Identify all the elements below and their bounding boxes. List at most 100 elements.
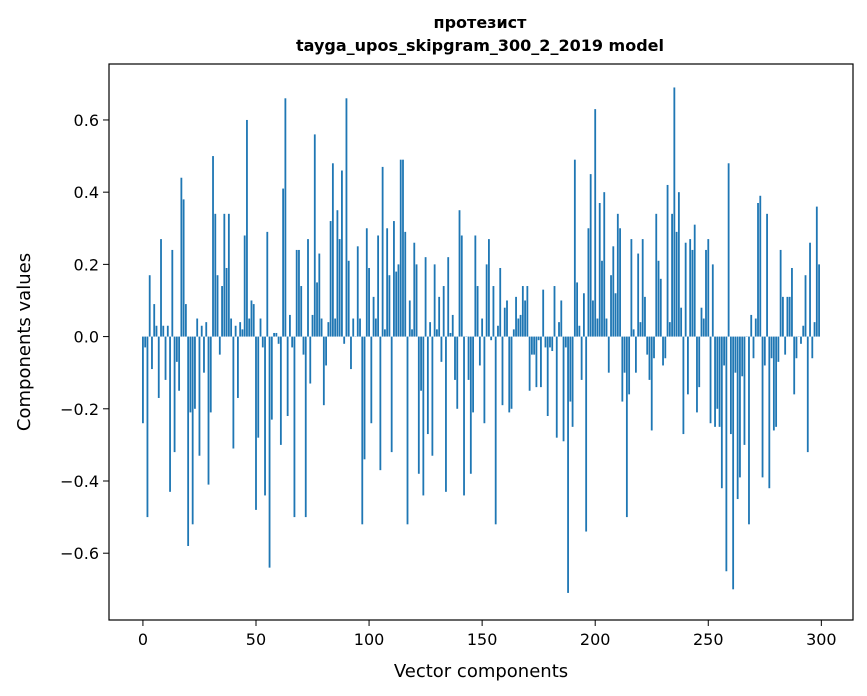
bar-230	[662, 336, 664, 366]
bar-136	[449, 332, 452, 337]
bar-89	[343, 336, 346, 344]
y-tick-label: −0.2	[60, 400, 99, 419]
bar-161	[506, 300, 508, 337]
bar-29	[207, 336, 210, 485]
bar-115	[402, 159, 404, 337]
bar-75	[311, 314, 314, 337]
bar-299	[818, 264, 820, 337]
bar-157	[497, 325, 499, 337]
bar-80	[322, 336, 325, 406]
y-tick-label: −0.6	[60, 544, 99, 563]
bar-272	[757, 203, 759, 337]
bar-278	[770, 336, 773, 359]
bar-43	[239, 322, 242, 337]
bar-165	[515, 296, 517, 337]
bar-85	[334, 318, 337, 337]
bar-64	[286, 336, 289, 417]
bar-285	[786, 296, 789, 337]
bar-12	[169, 336, 171, 492]
x-tick-label: 250	[693, 630, 724, 649]
bar-208	[612, 246, 615, 337]
bar-289	[795, 336, 798, 359]
bar-74	[309, 336, 312, 384]
bar-37	[225, 267, 228, 337]
bar-72	[304, 336, 307, 518]
bar-217	[632, 329, 635, 337]
bar-6	[155, 325, 158, 337]
bar-210	[616, 213, 619, 337]
bar-254	[716, 336, 719, 409]
bar-224	[648, 336, 651, 380]
bar-201	[596, 318, 599, 337]
bar-129	[433, 264, 436, 337]
x-tick-label: 200	[580, 630, 611, 649]
bar-264	[739, 336, 741, 478]
bar-140	[458, 210, 461, 337]
bar-121	[415, 264, 418, 337]
bar-50	[255, 336, 257, 510]
bar-68	[295, 249, 298, 337]
bar-295	[809, 242, 811, 337]
bar-273	[759, 195, 762, 337]
bar-9	[162, 325, 165, 337]
bar-198	[589, 174, 592, 337]
bar-61	[279, 336, 282, 445]
bar-57	[270, 336, 273, 420]
bar-30	[209, 336, 212, 413]
bar-24	[196, 318, 199, 337]
bar-132	[440, 336, 443, 362]
bar-213	[623, 336, 626, 373]
bar-16	[178, 336, 181, 391]
bar-225	[650, 336, 653, 431]
bar-3	[148, 275, 151, 337]
bar-283	[781, 296, 784, 337]
bar-236	[675, 231, 678, 337]
bar-66	[291, 336, 294, 348]
bar-196	[585, 336, 588, 532]
bar-296	[811, 336, 814, 359]
y-tick-label: 0.4	[74, 183, 99, 202]
bar-22	[191, 336, 194, 525]
bar-248	[702, 318, 705, 337]
bar-23	[194, 336, 196, 409]
bar-98	[363, 336, 366, 460]
bar-243	[691, 249, 694, 337]
bar-179	[546, 336, 549, 417]
bar-27	[203, 336, 205, 373]
bar-153	[488, 239, 490, 337]
bar-53	[261, 336, 264, 348]
bar-116	[404, 231, 407, 337]
bar-221	[641, 239, 644, 337]
bar-151	[483, 336, 486, 424]
bar-25	[198, 336, 201, 456]
bar-240	[684, 242, 687, 337]
chart-subtitle: tayga_upos_skipgram_300_2_2019 model	[296, 36, 664, 55]
bar-291	[800, 336, 802, 344]
bar-158	[499, 267, 502, 337]
bar-48	[250, 300, 253, 337]
bar-133	[442, 286, 445, 337]
bar-35	[221, 286, 223, 337]
bar-125	[424, 257, 427, 337]
bar-245	[696, 336, 698, 413]
bar-46	[246, 119, 248, 337]
bar-202	[598, 203, 601, 337]
chart-title: протезист	[434, 13, 528, 32]
bar-34	[218, 336, 221, 355]
bar-63	[284, 98, 287, 337]
bar-7	[157, 336, 160, 398]
bar-294	[806, 336, 809, 453]
bar-71	[302, 336, 305, 355]
bar-86	[336, 210, 339, 337]
bar-274	[761, 336, 764, 478]
bar-238	[680, 307, 683, 337]
bar-220	[639, 322, 642, 337]
bar-284	[784, 336, 787, 355]
bar-298	[815, 206, 818, 337]
bar-178	[544, 336, 547, 348]
bar-197	[587, 228, 590, 337]
bar-10	[164, 336, 167, 380]
bar-17	[180, 177, 183, 337]
bar-28	[205, 322, 208, 337]
bar-99	[365, 228, 368, 337]
